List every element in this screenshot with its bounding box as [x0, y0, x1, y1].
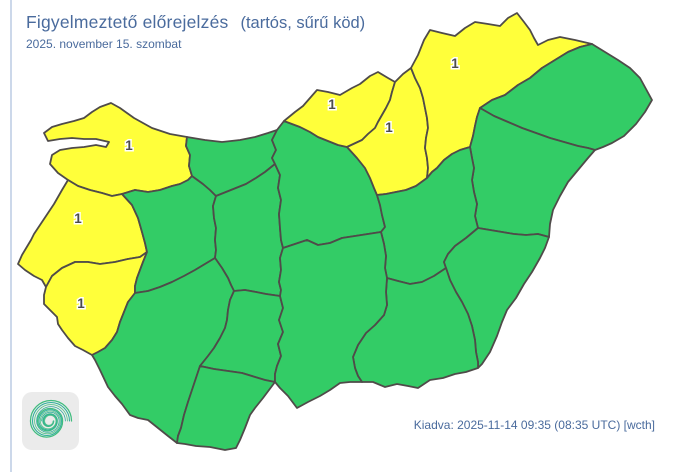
page-title: Figyelmeztető előrejelzés [26, 12, 229, 32]
map-header: Figyelmeztető előrejelzés (tartós, sűrű … [26, 12, 365, 52]
warning-labels-layer: 1 1 1 1 1 1 [73, 55, 461, 313]
warning-level-label-borsod-abauj-zemplen: 1 [451, 56, 459, 71]
left-edge-divider [10, 0, 12, 472]
warning-level-label-heves: 1 [385, 120, 393, 135]
warning-level-label-zala: 1 [77, 296, 85, 311]
hungaromet-logo [22, 392, 79, 450]
county-bacs-kiskun[interactable] [274, 231, 388, 409]
forecast-date: 2025. november 15. szombat [26, 36, 182, 51]
issue-timestamp: Kiadva: 2025-11-14 09:35 (08:35 UTC) [wc… [413, 418, 655, 432]
spiral-logo-icon [29, 399, 72, 438]
warning-level-label-gyor-moson-sopron: 1 [125, 138, 133, 153]
warning-level-label-nograd: 1 [328, 97, 336, 112]
county-baranya[interactable] [176, 365, 276, 451]
warning-level-label-vas: 1 [74, 211, 82, 226]
hazard-type-label: (tartós, sűrű köd) [240, 14, 366, 32]
